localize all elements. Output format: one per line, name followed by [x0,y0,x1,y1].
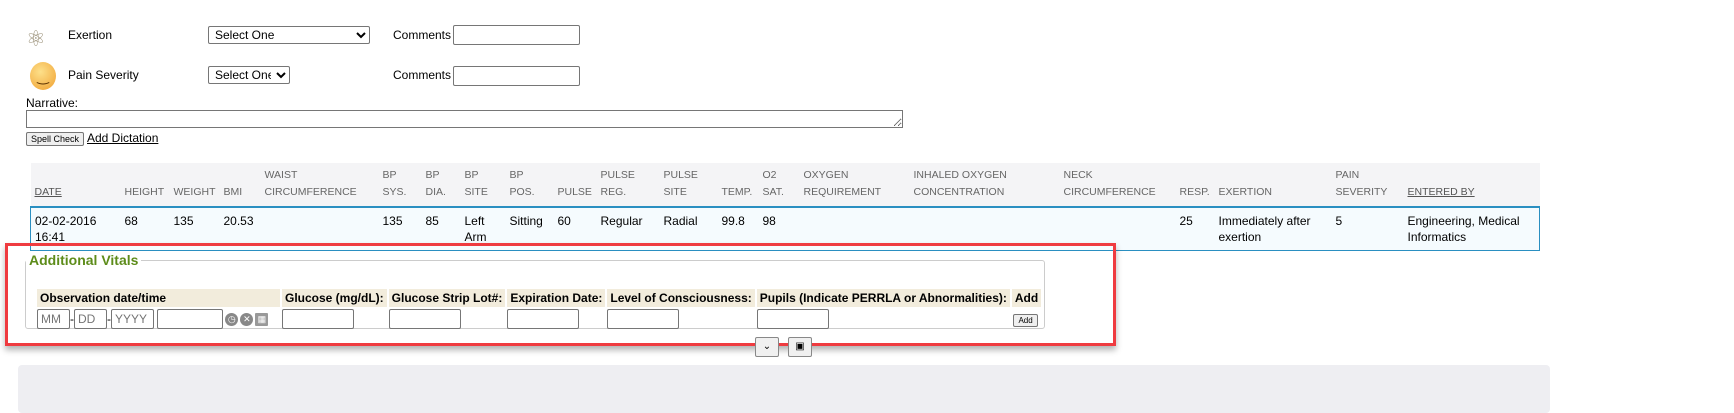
year-input[interactable] [111,309,154,329]
exertion-select[interactable]: Select One [208,26,370,44]
column-header: OXYGEN REQUIREMENT [799,163,910,208]
calendar-icon[interactable]: ▦ [255,313,269,327]
pain-comments-input[interactable] [453,66,580,86]
column-header: O2 SAT. [758,163,800,208]
save-icon[interactable]: ▣ [788,337,812,357]
time-input[interactable] [157,309,224,329]
exertion-comments-input[interactable] [453,25,580,45]
column-header[interactable]: DATE [30,163,121,208]
header-consciousness: Level of Consciousness: [607,289,755,307]
column-header: BP SITE [460,163,506,208]
column-header: INHALED OXYGEN CONCENTRATION [909,163,1060,208]
pain-severity-select[interactable]: Select One [208,66,290,84]
header-expiration: Expiration Date: [507,289,606,307]
column-header: HEIGHT [120,163,170,208]
next-section-bar [18,365,1550,413]
pain-severity-label: Pain Severity [68,68,139,82]
column-header: WAIST CIRCUMFERENCE [260,163,379,208]
column-header: RESP. [1175,163,1215,208]
vitals-table: DATE HEIGHT WEIGHT BMI WAIST CIRCUMFERENCE BP S… [30,163,1540,251]
column-header: WEIGHT [169,163,220,208]
table-cell: Engineering, Medical Informatics [1403,206,1540,251]
narrative-label: Narrative: [26,96,79,110]
exertion-label: Exertion [68,28,113,42]
narrative-textarea[interactable] [26,110,903,128]
strip-lot-input[interactable] [388,309,461,329]
exertion-comments-label: Comments [393,28,452,42]
additional-vitals-fieldset: Additional Vitals Observation date/time … [25,252,1045,329]
column-header: BMI [219,163,261,208]
table-cell: Immediately after exertion [1214,206,1332,251]
header-strip-lot: Glucose Strip Lot#: [388,289,506,307]
column-header: PULSE SITE [659,163,718,208]
column-header: BP DIA. [421,163,461,208]
additional-vitals-title: Additional Vitals [29,252,139,268]
pupils-input[interactable] [756,309,829,329]
table-cell: 02-02-2016 16:41 [30,206,121,251]
column-header: PULSE [553,163,597,208]
additional-vitals-table: Observation date/time Glucose (mg/dL): G… [35,287,1043,331]
column-header: BP POS. [505,163,554,208]
column-header[interactable]: ENTERED BY [1403,163,1540,208]
table-cell: 25 [1175,206,1215,251]
column-header: PAIN SEVERITY [1331,163,1404,208]
add-dictation-link[interactable]: Add Dictation [87,131,159,145]
column-header: BP SYS. [378,163,422,208]
column-header: PULSE REG. [596,163,660,208]
clear-icon[interactable]: ✕ [240,313,254,327]
smiley-face-icon: ‿ [30,62,56,90]
spell-check-button[interactable]: Spell Check [26,132,85,146]
month-input[interactable] [37,309,70,329]
header-observation: Observation date/time [37,289,280,307]
expiration-input[interactable] [507,309,580,329]
header-glucose: Glucose (mg/dL): [282,289,387,307]
glucose-input[interactable] [282,309,354,329]
header-add: Add [1011,289,1042,307]
header-pupils: Pupils (Indicate PERRLA or Abnormalities… [756,289,1010,307]
column-header: TEMP. [717,163,759,208]
day-input[interactable] [74,309,107,329]
column-header: EXERTION [1214,163,1332,208]
column-header: NECK CIRCUMFERENCE [1059,163,1176,208]
add-button[interactable]: Add [1013,313,1038,327]
exertion-molecule-icon: ⚛ [26,26,46,51]
highlight-box [5,243,1116,346]
consciousness-input[interactable] [607,309,680,329]
table-cell: 5 [1331,206,1404,251]
pain-comments-label: Comments [393,68,452,82]
expand-icon[interactable]: ⌄ [755,337,779,357]
clock-icon[interactable]: ◷ [225,313,239,327]
